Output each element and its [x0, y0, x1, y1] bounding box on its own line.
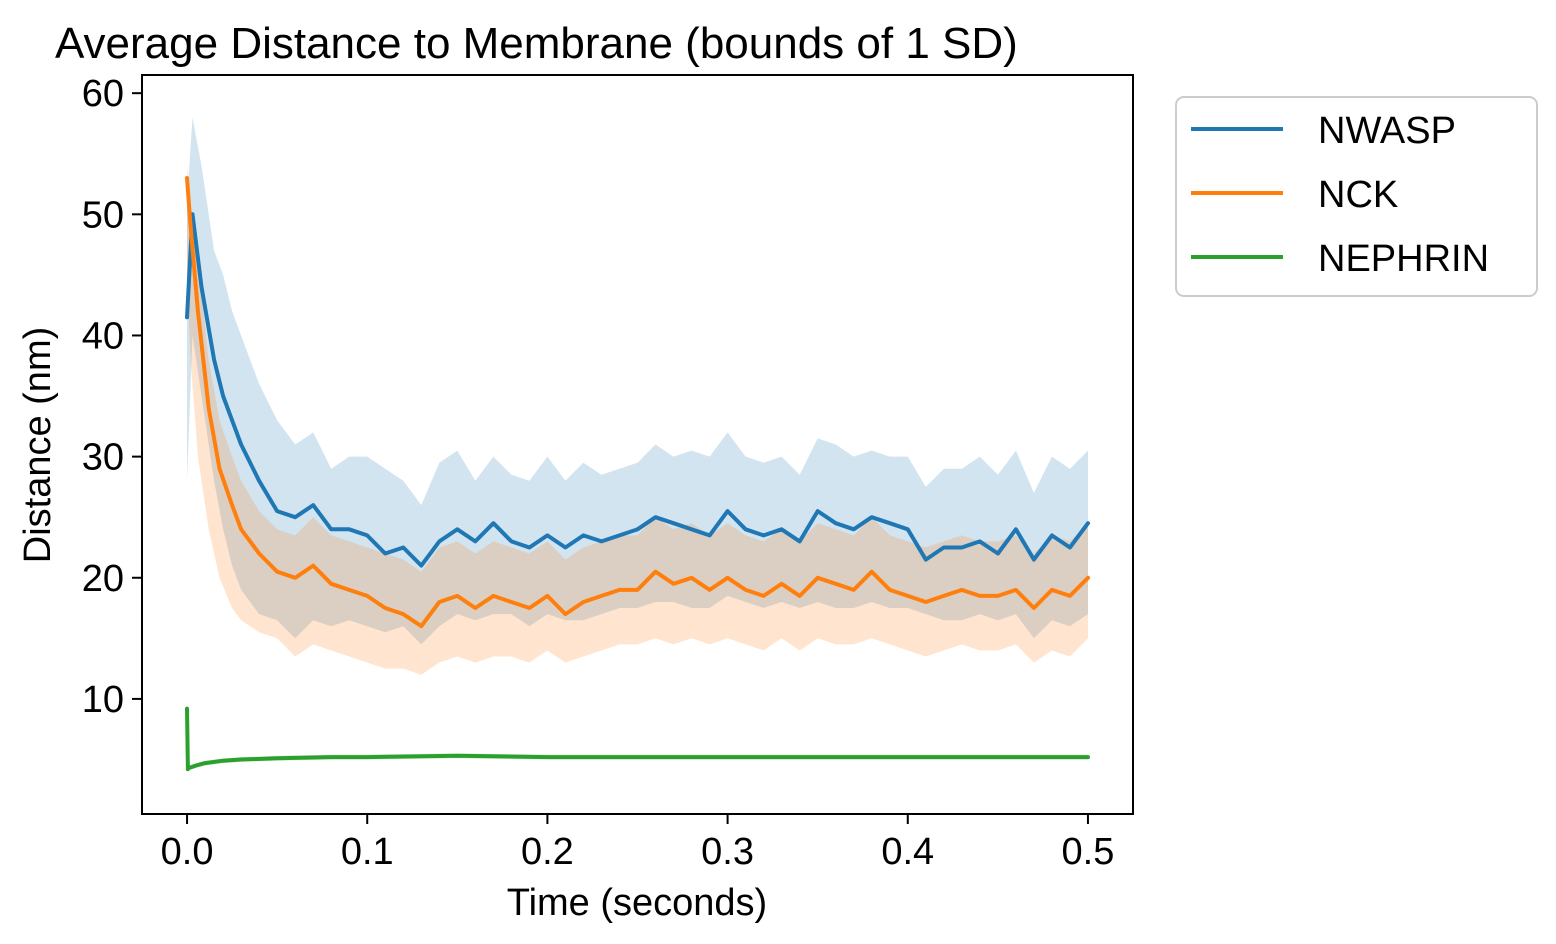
chart-title: Average Distance to Membrane (bounds of … [55, 19, 1018, 68]
nephrin-sd-band [187, 706, 1088, 772]
nwasp-legend-label: NWASP [1318, 110, 1456, 152]
x-axis-ticks: 0.0 0.1 0.2 0.3 0.4 0.5 [161, 814, 1115, 873]
nck-series-line [185, 176, 1090, 629]
x-tick-label: 0.0 [161, 831, 214, 873]
y-axis-label: Distance (nm) [17, 327, 59, 564]
x-tick-label: 0.3 [701, 831, 754, 873]
y-tick-label: 30 [82, 437, 124, 479]
x-tick-label: 0.5 [1062, 831, 1115, 873]
y-tick-label: 10 [82, 679, 124, 721]
sd-bands [187, 117, 1088, 772]
y-axis-ticks: 10 20 30 40 50 60 [82, 73, 142, 721]
nephrin-series-line [185, 706, 1090, 772]
legend-frame [1175, 96, 1538, 297]
nephrin-legend-label: NEPHRIN [1318, 238, 1489, 280]
series-lines [185, 176, 1090, 772]
plot-frame [141, 74, 1134, 815]
x-axis-label: Time (seconds) [507, 882, 767, 924]
x-tick-label: 0.4 [881, 831, 934, 873]
y-tick-label: 50 [82, 194, 124, 236]
x-tick-label: 0.1 [341, 831, 394, 873]
y-tick-label: 40 [82, 315, 124, 357]
y-tick-label: 60 [82, 73, 124, 115]
nck-legend-label: NCK [1318, 174, 1398, 216]
nck-sd-band [187, 165, 1088, 675]
nwasp-sd-band [187, 117, 1088, 645]
legend: NWASP NCK NEPHRIN [1175, 96, 1538, 297]
x-tick-label: 0.2 [521, 831, 574, 873]
nwasp-series-line [185, 212, 1090, 568]
y-tick-label: 20 [82, 558, 124, 600]
